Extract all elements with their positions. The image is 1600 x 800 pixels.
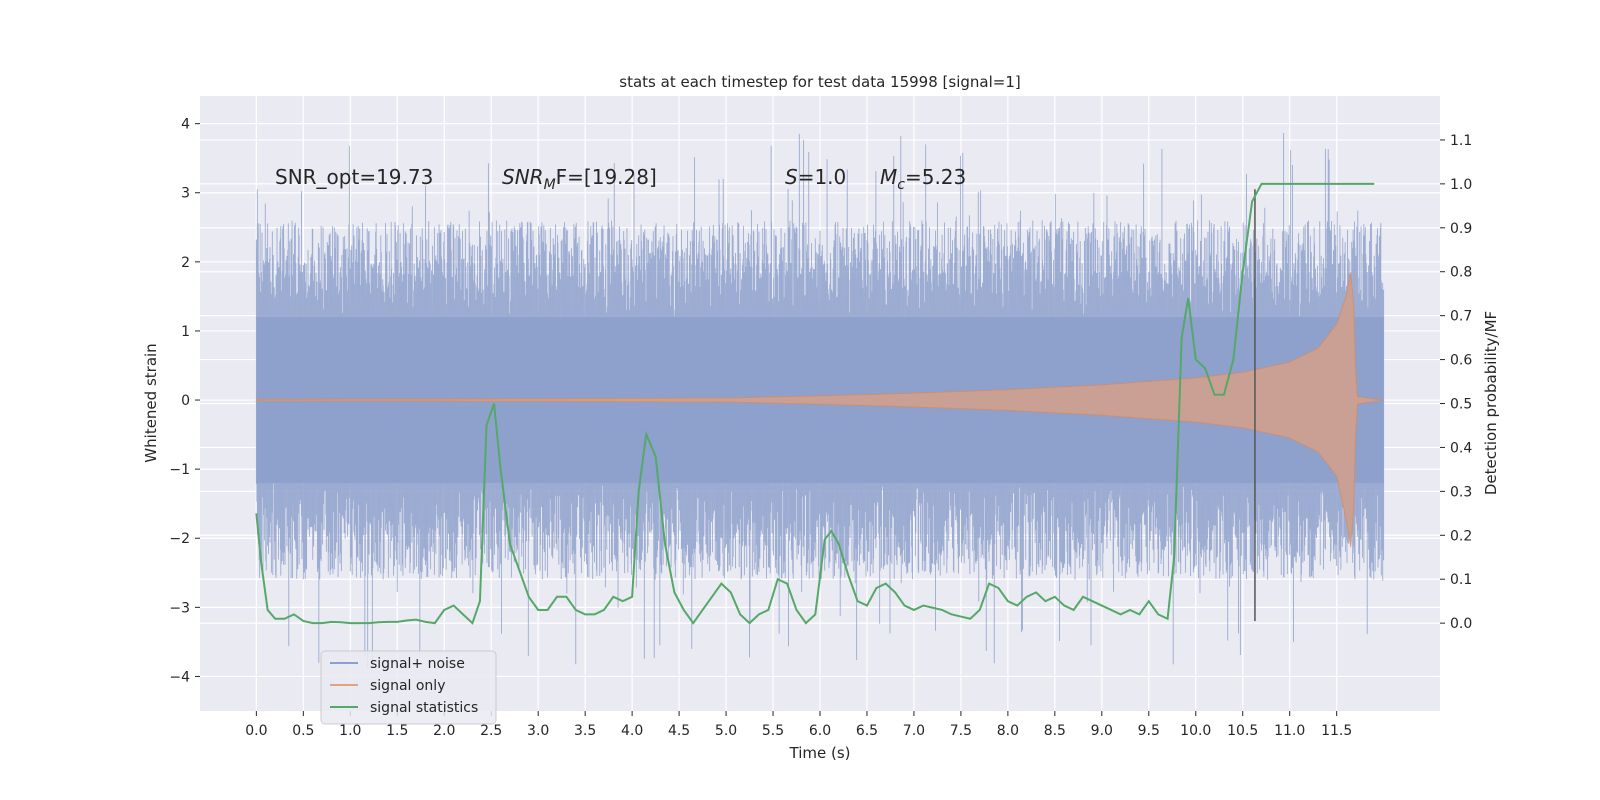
annotation-mc-symbol: M [880, 165, 897, 189]
x-tick-label: 3.0 [527, 723, 549, 739]
x-tick-label: 1.5 [386, 723, 408, 739]
legend-entry-signal-noise: signal+ noise [370, 656, 465, 672]
data-layer [255, 133, 1385, 668]
y2-tick-label: 0.1 [1450, 572, 1472, 588]
annotation-s: S=1.0 [785, 165, 846, 189]
legend-entry-signal-statistics: signal statistics [370, 700, 478, 716]
y-axis-ticks: 4 3 2 1 0 −1 −2 −3 −4 [169, 117, 200, 685]
x-tick-label: 6.0 [809, 723, 831, 739]
annotation-s-value: =1.0 [798, 165, 847, 189]
y-tick-label: 3 [181, 186, 190, 202]
x-tick-label: 0.5 [292, 723, 314, 739]
x-tick-label: 8.5 [1044, 723, 1066, 739]
x-tick-label: 7.5 [950, 723, 972, 739]
y-tick-label: 1 [181, 324, 190, 340]
legend-box [320, 650, 497, 725]
y2-tick-label: 0.6 [1450, 353, 1472, 369]
y2-tick-label: 0.3 [1450, 484, 1472, 500]
x-tick-label: 5.0 [715, 723, 737, 739]
signal-statistics-line [255, 182, 1375, 625]
x-tick-label: 10.5 [1227, 723, 1258, 739]
y2-tick-label: 1.1 [1450, 133, 1472, 149]
y-axis-label: Whitened strain [142, 343, 160, 462]
signal-only-envelope [255, 272, 1384, 548]
annotation-snr-opt: SNR_opt=19.73 [275, 165, 433, 189]
annotation-snr-mf-subscript: M [544, 177, 556, 193]
y2-tick-label: 1.0 [1450, 177, 1472, 193]
y2-tick-label: 0.7 [1450, 309, 1472, 325]
y2-tick-label: 0.2 [1450, 528, 1472, 544]
annotation-snr-mf: SNRMF=[19.28] [502, 165, 657, 193]
annotation-s-symbol: S [785, 165, 798, 189]
x-axis-ticks: 0.0 0.5 1.0 1.5 2.0 2.5 3.0 3.5 4.0 4.5 5.0 5.5 6.0 6… [245, 711, 1352, 739]
x-tick-label: 11.5 [1321, 723, 1352, 739]
annotation-mc-subscript: c [897, 177, 905, 193]
annotation-mc-value: =5.23 [905, 165, 966, 189]
y2-tick-label: 0.8 [1450, 265, 1472, 281]
y-tick-label: 4 [181, 117, 190, 133]
legend: signal+ noise signal only signal statist… [320, 650, 497, 725]
x-tick-label: 4.0 [621, 723, 643, 739]
x-tick-label: 4.5 [668, 723, 690, 739]
x-tick-label: 7.0 [903, 723, 925, 739]
y2-axis-ticks: 1.1 1.0 0.9 0.8 0.7 0.6 0.5 0.4 0.3 0.2 0.1 0.0 [1440, 133, 1472, 632]
x-tick-label: 11.0 [1274, 723, 1305, 739]
x-tick-label: 3.5 [574, 723, 596, 739]
x-tick-label: 0.0 [245, 723, 267, 739]
y-tick-label: 0 [181, 393, 190, 409]
x-tick-label: 5.5 [762, 723, 784, 739]
legend-entry-signal-only: signal only [370, 678, 445, 694]
x-tick-label: 2.5 [480, 723, 502, 739]
x-tick-label: 9.0 [1091, 723, 1113, 739]
x-tick-label: 1.0 [339, 723, 361, 739]
series-signal-statistics [255, 182, 1375, 625]
annotation-snr-mf-value: F=[19.28] [556, 165, 657, 189]
y2-axis-label: Detection probability/MF [1482, 311, 1500, 495]
x-tick-label: 8.0 [997, 723, 1019, 739]
x-tick-label: 2.0 [433, 723, 455, 739]
y-tick-label: −2 [169, 531, 190, 547]
x-tick-label: 6.5 [856, 723, 878, 739]
x-tick-label: 9.5 [1138, 723, 1160, 739]
x-axis-label: Time (s) [789, 744, 851, 762]
x-tick-label: 10.0 [1180, 723, 1211, 739]
y-tick-label: −4 [169, 669, 190, 685]
y-tick-label: −3 [169, 600, 190, 616]
y2-tick-label: 0.9 [1450, 221, 1472, 237]
y-tick-label: 2 [181, 255, 190, 271]
annotation-mc: Mc=5.23 [880, 165, 966, 193]
chart-title: stats at each timestep for test data 159… [619, 73, 1020, 91]
y2-tick-label: 0.5 [1450, 397, 1472, 413]
y2-tick-label: 0.4 [1450, 440, 1472, 456]
y2-tick-label: 0.0 [1450, 616, 1472, 632]
y-tick-label: −1 [169, 462, 190, 478]
series-signal-only [255, 272, 1384, 548]
annotation-snr-mf-symbol: SNR [502, 165, 544, 189]
